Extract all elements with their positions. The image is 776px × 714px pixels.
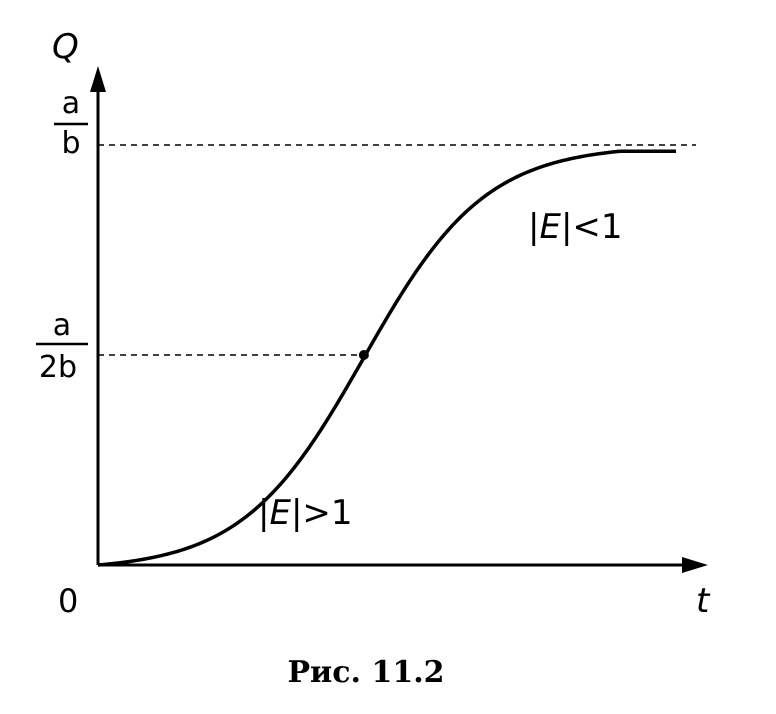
series-line-logistic (97, 149, 676, 567)
annotation-inelastic: |E|<1 (528, 207, 623, 247)
origin-label: 0 (58, 582, 78, 620)
annotation-elastic: |E|>1 (258, 493, 353, 533)
y-axis-arrow (90, 66, 106, 92)
tick-numerator: a (62, 86, 80, 121)
tick-numerator: a (53, 308, 71, 343)
tick-denominator: b (61, 126, 80, 161)
inflection-point (358, 350, 369, 360)
y-tick-label-half-capacity: a 2b (36, 308, 88, 385)
y-axis-label: Q (52, 27, 79, 67)
x-axis-label: t (696, 581, 711, 621)
x-axis-arrow (682, 557, 708, 573)
figure-caption: Рис. 11.2 (287, 655, 444, 690)
tick-denominator: 2b (39, 350, 77, 385)
y-tick-label-capacity: a b (54, 86, 88, 161)
